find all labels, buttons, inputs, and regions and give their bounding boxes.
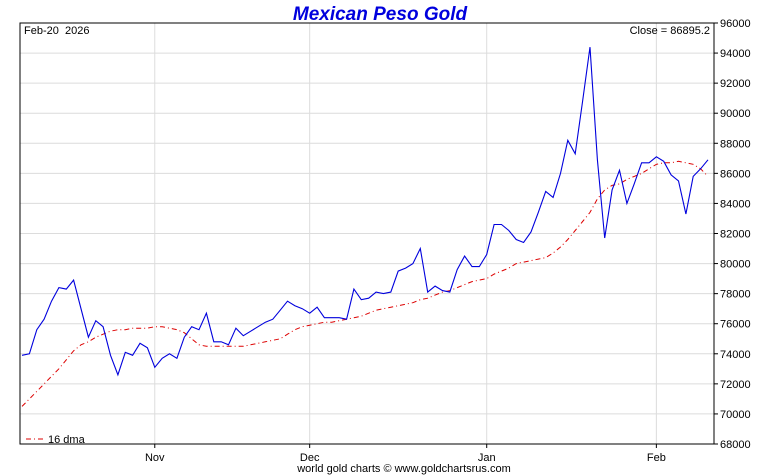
x-tick-label: Jan bbox=[478, 452, 496, 464]
y-tick-label: 70000 bbox=[720, 409, 751, 421]
y-tick-label: 68000 bbox=[720, 439, 751, 451]
date-label: Feb-20 2026 bbox=[24, 25, 89, 37]
y-tick-label: 94000 bbox=[720, 48, 751, 60]
y-tick-label: 88000 bbox=[720, 138, 751, 150]
chart-title: Mexican Peso Gold bbox=[293, 4, 468, 25]
y-tick-label: 82000 bbox=[720, 229, 751, 241]
y-tick-label: 96000 bbox=[720, 18, 751, 30]
y-tick-label: 76000 bbox=[720, 319, 751, 331]
series-line-close bbox=[21, 47, 709, 377]
close-label: Close = 86895.2 bbox=[630, 25, 710, 37]
footer-credit: world gold charts © www.goldchartsrus.co… bbox=[296, 463, 511, 475]
y-tick-label: 84000 bbox=[720, 198, 751, 210]
series-line-16-dma bbox=[21, 160, 709, 407]
legend: 16 dma bbox=[26, 434, 86, 446]
x-tick-label: Nov bbox=[145, 452, 165, 464]
y-tick-label: 92000 bbox=[720, 78, 751, 90]
grid bbox=[20, 22, 714, 445]
y-tick-label: 72000 bbox=[720, 379, 751, 391]
y-tick-label: 80000 bbox=[720, 259, 751, 271]
y-axis: 96000 94000 92000 90000 88000 86000 84000 82000… bbox=[714, 18, 751, 451]
legend-label-16-dma: 16 dma bbox=[48, 434, 86, 446]
y-tick-label: 86000 bbox=[720, 168, 751, 180]
x-tick-label: Dec bbox=[300, 452, 320, 464]
y-tick-label: 78000 bbox=[720, 289, 751, 301]
x-axis: Nov Dec Jan Feb bbox=[145, 444, 666, 464]
y-tick-label: 90000 bbox=[720, 108, 751, 120]
x-tick-label: Feb bbox=[647, 452, 666, 464]
y-tick-label: 74000 bbox=[720, 349, 751, 361]
